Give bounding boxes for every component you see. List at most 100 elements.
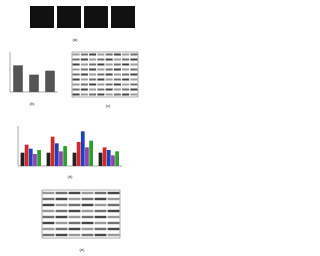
band xyxy=(107,197,120,201)
band xyxy=(55,233,68,237)
band xyxy=(97,73,105,76)
band xyxy=(81,227,94,231)
band xyxy=(81,197,94,201)
panel-label: (a) xyxy=(73,37,79,42)
band xyxy=(55,221,68,225)
band xyxy=(113,83,121,86)
band xyxy=(97,68,105,71)
band xyxy=(80,68,88,71)
band xyxy=(80,83,88,86)
band xyxy=(130,73,138,76)
micrograph xyxy=(57,6,81,28)
band xyxy=(97,78,105,81)
bar xyxy=(37,150,41,166)
band xyxy=(107,233,120,237)
band xyxy=(89,78,97,81)
band xyxy=(97,93,105,96)
bar xyxy=(76,142,81,166)
band xyxy=(68,197,81,201)
band xyxy=(122,73,130,76)
band xyxy=(105,78,113,81)
band xyxy=(105,63,113,66)
band xyxy=(89,53,97,56)
band xyxy=(113,93,121,96)
band xyxy=(113,78,121,81)
band xyxy=(72,73,80,76)
band xyxy=(80,78,88,81)
band xyxy=(105,53,113,56)
bar xyxy=(20,152,25,166)
band xyxy=(42,221,55,225)
band xyxy=(97,53,105,56)
band xyxy=(80,63,88,66)
band xyxy=(80,88,88,91)
band xyxy=(81,209,94,213)
band xyxy=(68,221,81,225)
bar xyxy=(33,154,37,166)
band xyxy=(55,227,68,231)
band xyxy=(68,209,81,213)
band xyxy=(130,78,138,81)
band xyxy=(107,209,120,213)
band xyxy=(130,83,138,86)
band xyxy=(97,83,105,86)
band xyxy=(80,73,88,76)
band xyxy=(107,227,120,231)
band xyxy=(68,203,81,207)
bar xyxy=(115,151,119,166)
bar xyxy=(13,65,23,92)
band xyxy=(113,88,121,91)
band xyxy=(89,63,97,66)
micrograph xyxy=(30,6,54,28)
band xyxy=(80,53,88,56)
band xyxy=(80,93,88,96)
panel-label: (c) xyxy=(106,103,111,108)
bar xyxy=(54,143,59,166)
band xyxy=(97,58,105,61)
panel-label: (b) xyxy=(30,101,36,106)
band xyxy=(42,197,55,201)
band xyxy=(42,215,55,219)
bar xyxy=(72,152,77,166)
band xyxy=(42,233,55,237)
band xyxy=(55,191,68,195)
band xyxy=(130,53,138,56)
bar xyxy=(89,140,93,166)
band xyxy=(130,68,138,71)
band xyxy=(89,88,97,91)
panel-label: (d) xyxy=(68,174,74,179)
band xyxy=(130,88,138,91)
band xyxy=(97,88,105,91)
western-blot xyxy=(41,189,121,239)
band xyxy=(105,58,113,61)
band xyxy=(130,93,138,96)
band xyxy=(105,68,113,71)
band xyxy=(113,68,121,71)
figure: (a) (b) (c) (d) (e) xyxy=(9,6,139,252)
band xyxy=(94,209,107,213)
band xyxy=(113,53,121,56)
bar xyxy=(111,155,115,166)
band xyxy=(122,58,130,61)
band xyxy=(122,68,130,71)
bar xyxy=(106,150,111,166)
band xyxy=(122,88,130,91)
band xyxy=(42,227,55,231)
band xyxy=(81,221,94,225)
band xyxy=(42,209,55,213)
band xyxy=(55,197,68,201)
blot-frame xyxy=(41,189,121,239)
bar xyxy=(63,146,67,166)
band xyxy=(122,93,130,96)
bar xyxy=(98,152,103,166)
band xyxy=(105,93,113,96)
bar xyxy=(24,144,29,166)
band xyxy=(122,83,130,86)
band xyxy=(72,63,80,66)
bar xyxy=(45,70,55,92)
band xyxy=(94,197,107,201)
band xyxy=(105,73,113,76)
micrograph xyxy=(84,6,108,28)
band xyxy=(94,191,107,195)
band xyxy=(72,83,80,86)
